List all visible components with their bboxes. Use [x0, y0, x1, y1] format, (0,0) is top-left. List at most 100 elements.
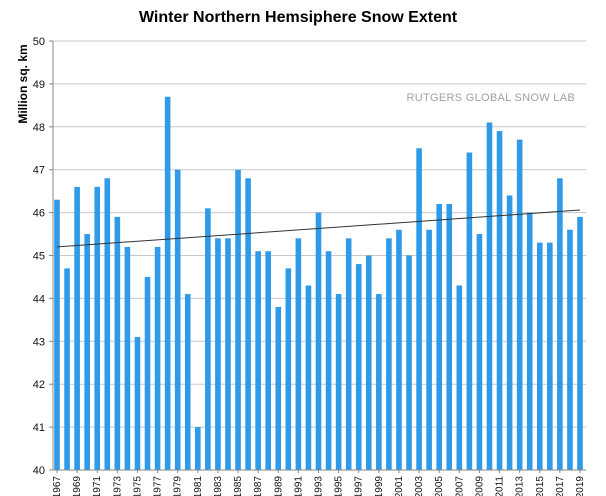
y-axis-ticks: 40 41 42 43 44 45 46 47 48 49 50 — [33, 36, 53, 477]
x-tick-label-2017: 2017 — [555, 476, 566, 496]
y-tick-label-48: 48 — [33, 122, 45, 134]
bar-1992 — [305, 285, 312, 470]
x-tick-label-2009: 2009 — [474, 476, 485, 496]
x-tick-label-2005: 2005 — [434, 476, 445, 496]
bar-2006 — [446, 204, 453, 470]
bar-1984 — [225, 238, 231, 470]
bar-1976 — [144, 276, 151, 470]
bar-2007 — [456, 285, 463, 470]
bar-1973 — [114, 216, 121, 470]
bar-2000 — [386, 238, 392, 470]
bar-1989 — [275, 306, 282, 470]
y-tick-label-46: 46 — [33, 208, 45, 220]
bar-2001 — [396, 229, 402, 470]
bar-2003 — [416, 148, 422, 470]
y-axis-title: Million sq. km — [16, 44, 30, 123]
bar-1968 — [64, 268, 70, 470]
y-tick-label-50: 50 — [33, 36, 45, 48]
x-tick-label-1967: 1967 — [52, 476, 63, 496]
x-tick-label-2019: 2019 — [575, 476, 586, 496]
bar-2012 — [506, 195, 513, 470]
bar-2017 — [557, 178, 563, 470]
y-tick-label-44: 44 — [33, 293, 45, 305]
x-tick-label-1997: 1997 — [354, 476, 365, 496]
bar-1991 — [295, 238, 302, 470]
bar-1967 — [54, 199, 60, 471]
bar-2015 — [536, 242, 543, 470]
bar-1972 — [104, 178, 111, 470]
x-tick-label-2001: 2001 — [394, 476, 405, 496]
bar-1990 — [285, 268, 292, 470]
bar-2013 — [516, 139, 523, 471]
bar-2018 — [567, 229, 573, 470]
bar-1988 — [265, 251, 272, 470]
x-tick-label-1991: 1991 — [293, 476, 304, 496]
y-tick-label-40: 40 — [33, 465, 45, 477]
bar-2004 — [426, 229, 432, 470]
bar-1971 — [94, 186, 101, 471]
bar-1985 — [235, 169, 241, 470]
bar-1994 — [325, 251, 332, 470]
bar-1970 — [84, 234, 90, 470]
x-tick-label-2013: 2013 — [515, 476, 526, 496]
bar-1979 — [174, 169, 181, 470]
x-tick-label-1985: 1985 — [233, 476, 244, 496]
bar-2010 — [486, 122, 493, 470]
bar-2009 — [476, 234, 483, 470]
bar-1969 — [74, 186, 80, 471]
y-tick-label-43: 43 — [33, 336, 45, 348]
x-axis-ticks: 1967 1969 1971 1973 1975 1977 1979 1981 1983 1985… — [52, 470, 586, 496]
bar-1983 — [215, 238, 221, 470]
x-tick-label-2015: 2015 — [535, 476, 546, 496]
bar-2002 — [406, 255, 412, 470]
bar-1975 — [134, 337, 141, 470]
y-tick-label-47: 47 — [33, 165, 45, 177]
bar-2011 — [496, 131, 503, 470]
bar-1993 — [315, 212, 322, 470]
bar-1981 — [195, 427, 201, 470]
bar-2019 — [577, 216, 583, 470]
x-tick-label-1973: 1973 — [112, 476, 123, 496]
x-tick-label-2011: 2011 — [495, 476, 506, 496]
bar-1986 — [245, 178, 251, 470]
bar-1977 — [154, 246, 161, 470]
bar-1982 — [205, 208, 211, 470]
bar-1997 — [355, 264, 362, 470]
bar-1978 — [164, 96, 171, 471]
y-tick-label-45: 45 — [33, 251, 45, 263]
chart-title: Winter Northern Hemsiphere Snow Extent — [139, 9, 458, 26]
x-tick-label-1981: 1981 — [193, 476, 204, 496]
watermark-label: RUTGERS GLOBAL SNOW LAB — [407, 92, 575, 104]
x-tick-label-1987: 1987 — [253, 476, 264, 496]
x-tick-label-2007: 2007 — [454, 476, 465, 496]
x-tick-label-1975: 1975 — [132, 476, 143, 496]
bar-1987 — [255, 251, 261, 470]
x-tick-label-2003: 2003 — [414, 476, 425, 496]
bar-2008 — [466, 152, 473, 471]
bar-2005 — [436, 204, 442, 470]
bar-1974 — [124, 246, 131, 470]
x-tick-label-1993: 1993 — [314, 476, 325, 496]
x-tick-label-1971: 1971 — [92, 476, 103, 496]
x-tick-label-1983: 1983 — [213, 476, 224, 496]
x-tick-label-1989: 1989 — [273, 476, 284, 496]
bar-1980 — [184, 294, 191, 470]
bar-1996 — [345, 238, 352, 470]
trend-line — [56, 209, 581, 248]
trend-line-group — [56, 209, 581, 248]
x-tick-label-1995: 1995 — [334, 476, 345, 496]
bar-1998 — [365, 255, 372, 470]
y-tick-label-42: 42 — [33, 379, 45, 391]
bar-2016 — [547, 242, 553, 470]
y-tick-label-41: 41 — [33, 422, 45, 434]
x-tick-label-1999: 1999 — [374, 476, 385, 496]
x-tick-label-1977: 1977 — [153, 476, 164, 496]
bars — [54, 96, 583, 471]
x-tick-label-1979: 1979 — [173, 476, 184, 496]
bar-1995 — [335, 294, 342, 470]
y-tick-label-49: 49 — [33, 79, 45, 91]
bar-1999 — [376, 294, 382, 470]
bar-2014 — [526, 212, 533, 470]
x-tick-label-1969: 1969 — [72, 476, 83, 496]
